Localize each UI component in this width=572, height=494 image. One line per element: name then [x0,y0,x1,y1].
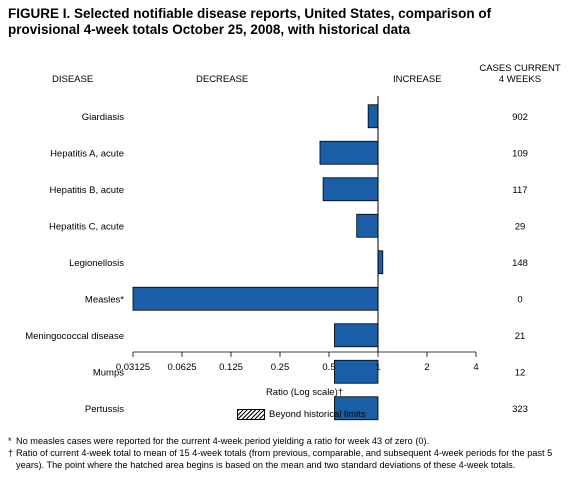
category-label: Hepatitis A, acute [50,148,124,159]
cases-header-line-1: CASES CURRENT [479,63,561,74]
footnote-text: No measles cases were reported for the c… [16,436,430,446]
footnote-measles: * No measles cases were reported for the … [8,436,568,448]
decrease-label: DECREASE [196,74,249,85]
x-tick-label: 1 [375,362,380,373]
bar [132,286,379,311]
x-tick-label: 0.0625 [167,362,196,373]
cases-value: 148 [512,258,528,269]
cases-header-line-2: 4 WEEKS [498,74,542,85]
bar [334,323,379,348]
footnote-text: Ratio of current 4-week total to mean of… [16,448,553,470]
cases-column-header: CASES CURRENT 4 WEEKS [470,63,570,85]
disease-column-header: DISEASE [52,74,94,85]
category-label: Hepatitis C, acute [49,221,124,232]
x-tick-label: 2 [424,362,429,373]
category-label: Giardiasis [82,112,124,123]
category-label: Hepatitis B, acute [50,185,124,196]
x-tick-label: 0.03125 [116,362,150,373]
cases-value: 902 [512,112,528,123]
category-label: Legionellosis [69,258,124,269]
bar [367,104,379,129]
legend: Beyond historical limits [237,409,366,420]
category-label: Mumps [93,367,124,378]
x-tick-label: 0.5 [322,362,335,373]
cases-value: 21 [515,331,526,342]
cases-value: 0 [517,294,522,305]
figure-title: FIGURE I. Selected notifiable disease re… [8,6,492,37]
bar [334,396,379,421]
bar [334,359,379,384]
footnote-marker: † [8,448,14,458]
footnote-ratio: † Ratio of current 4-week total to mean o… [8,448,568,471]
category-label: Pertussis [85,404,124,415]
legend-label: Beyond historical limits [269,409,366,420]
increase-label: INCREASE [393,74,442,85]
x-tick-label: 4 [473,362,478,373]
category-label: Measles* [85,294,124,305]
footnote-marker: * [8,436,12,446]
category-label: Meningococcal disease [25,331,124,342]
cases-value: 29 [515,221,526,232]
bar [356,213,379,238]
cases-value: 323 [512,404,528,415]
bar [377,250,384,275]
cases-value: 109 [512,148,528,159]
bar [322,177,379,202]
x-tick-label: 0.25 [271,362,290,373]
hatched-legend-swatch [237,409,265,420]
x-tick-label: 0.125 [219,362,243,373]
x-axis-label: Ratio (Log scale)† [266,387,343,398]
cases-value: 117 [512,185,527,196]
bar [319,140,379,165]
cases-value: 12 [515,367,526,378]
